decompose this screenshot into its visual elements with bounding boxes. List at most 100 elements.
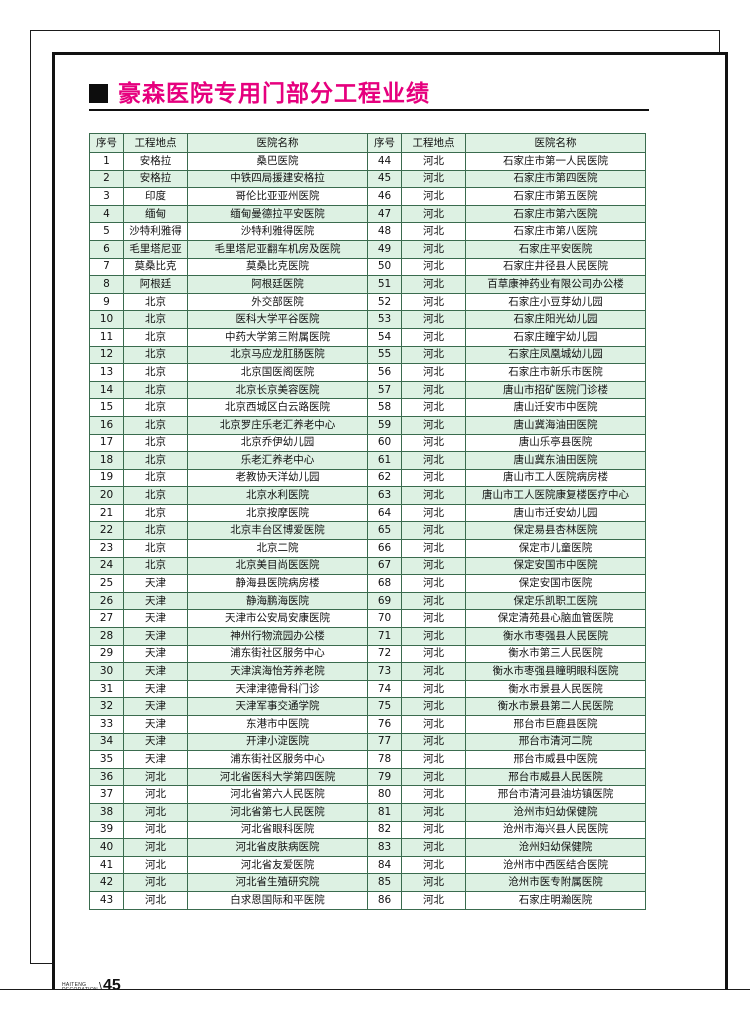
table-row: 37 河北 河北省第六人民医院 80 河北 邢台市清河县油坊镇医院 [89, 785, 646, 804]
cell-hospital-right: 保定乐凯职工医院 [465, 591, 646, 611]
table-row: 15 北京 北京西城区白云路医院 58 河北 唐山迁安市中医院 [89, 398, 646, 417]
cell-hospital-left: 河北省医科大学第四医院 [187, 767, 368, 787]
cell-no-right: 78 [367, 750, 402, 769]
cell-no-left: 7 [89, 257, 124, 277]
cell-location-right: 河北 [401, 750, 466, 769]
cell-hospital-left: 医科大学平谷医院 [187, 310, 368, 329]
cell-no-right: 55 [367, 345, 402, 365]
table-row: 3 印度 哥伦比亚亚州医院 46 河北 石家庄市第五医院 [89, 187, 646, 206]
cell-hospital-right: 石家庄瞳宇幼儿园 [465, 327, 646, 347]
cell-hospital-left: 北京西城区白云路医院 [187, 398, 368, 417]
cell-location-left: 安格拉 [123, 152, 188, 171]
cell-no-right: 59 [367, 415, 402, 435]
cell-hospital-right: 石家庄市第四医院 [465, 169, 646, 189]
cell-no-right: 72 [367, 644, 402, 664]
cell-hospital-left: 东港市中医院 [187, 715, 368, 734]
cell-location-right: 河北 [401, 292, 466, 312]
cell-location-left: 北京 [123, 433, 188, 453]
cell-location-right: 河北 [401, 556, 466, 576]
cell-location-right: 河北 [401, 451, 466, 470]
cell-no-left: 28 [89, 627, 124, 646]
table-row: 5 沙特利雅得 沙特利雅得医院 48 河北 石家庄市第八医院 [89, 222, 646, 241]
table-row: 19 北京 老教协天洋幼儿园 62 河北 唐山市工人医院病房楼 [89, 468, 646, 488]
table-row: 42 河北 河北省生殖研究院 85 河北 沧州市医专附属医院 [89, 873, 646, 892]
cell-location-left: 北京 [123, 556, 188, 576]
cell-location-left: 北京 [123, 398, 188, 417]
cell-hospital-right: 邢台市威县人民医院 [465, 767, 646, 787]
cell-location-left: 北京 [123, 327, 188, 347]
cell-location-left: 北京 [123, 486, 188, 505]
table-row: 41 河北 河北省友爱医院 84 河北 沧州市中西医结合医院 [89, 855, 646, 875]
cell-hospital-left: 缅甸曼德拉平安医院 [187, 204, 368, 224]
cell-location-right: 河北 [401, 222, 466, 241]
cell-hospital-left: 北京长京美容医院 [187, 380, 368, 400]
cell-no-left: 11 [89, 327, 124, 347]
cell-no-right: 66 [367, 539, 402, 558]
table-row: 34 天津 开津小淀医院 77 河北 邢台市清河二院 [89, 732, 646, 752]
cell-hospital-left: 沙特利雅得医院 [187, 222, 368, 241]
table-row: 29 天津 浦东街社区服务中心 72 河北 衡水市第三人民医院 [89, 644, 646, 664]
cell-no-left: 12 [89, 345, 124, 365]
cell-no-right: 63 [367, 486, 402, 505]
cell-hospital-right: 衡水市景县人民医院 [465, 679, 646, 699]
cell-hospital-right: 唐山市招矿医院门诊楼 [465, 380, 646, 400]
cell-hospital-left: 乐老汇养老中心 [187, 451, 368, 470]
cell-no-right: 48 [367, 222, 402, 241]
cell-location-left: 河北 [123, 873, 188, 892]
cell-no-right: 46 [367, 187, 402, 206]
cell-location-left: 阿根廷 [123, 275, 188, 294]
cell-location-right: 河北 [401, 627, 466, 646]
cell-location-right: 河北 [401, 539, 466, 558]
cell-no-left: 1 [89, 152, 124, 171]
cell-hospital-right: 邢台市清河二院 [465, 732, 646, 752]
cell-hospital-left: 河北省生殖研究院 [187, 873, 368, 892]
cell-hospital-left: 天津军事交通学院 [187, 697, 368, 716]
cell-location-left: 缅甸 [123, 204, 188, 224]
page-title: 豪森医院专用门部分工程业绩 [89, 83, 649, 111]
table-row: 26 天津 静海鹏海医院 69 河北 保定乐凯职工医院 [89, 591, 646, 611]
cell-hospital-right: 石家庄市第八医院 [465, 222, 646, 241]
cell-hospital-right: 衡水市第三人民医院 [465, 644, 646, 664]
cell-location-left: 北京 [123, 292, 188, 312]
cell-location-right: 河北 [401, 591, 466, 611]
table-row: 43 河北 白求恩国际和平医院 86 河北 石家庄明瀚医院 [89, 890, 646, 910]
cell-no-right: 86 [367, 890, 402, 910]
header-loc-left: 工程地点 [123, 133, 188, 153]
cell-no-left: 23 [89, 539, 124, 558]
cell-location-right: 河北 [401, 275, 466, 294]
cell-no-left: 20 [89, 486, 124, 505]
page-bottom-strip [0, 989, 750, 1024]
cell-no-right: 65 [367, 521, 402, 541]
table-row: 11 北京 中药大学第三附属医院 54 河北 石家庄瞳宇幼儿园 [89, 327, 646, 347]
cell-hospital-left: 哥伦比亚亚州医院 [187, 187, 368, 206]
cell-no-left: 18 [89, 451, 124, 470]
table-row: 20 北京 北京水利医院 63 河北 唐山市工人医院康复楼医疗中心 [89, 486, 646, 505]
cell-no-right: 44 [367, 152, 402, 171]
cell-no-left: 14 [89, 380, 124, 400]
header-name-right: 医院名称 [465, 133, 646, 153]
cell-hospital-right: 石家庄市新乐市医院 [465, 363, 646, 382]
cell-hospital-left: 北京按摩医院 [187, 503, 368, 523]
cell-no-right: 70 [367, 609, 402, 629]
cell-hospital-left: 中铁四局援建安格拉 [187, 169, 368, 189]
cell-no-left: 26 [89, 591, 124, 611]
cell-location-right: 河北 [401, 486, 466, 505]
cell-no-left: 4 [89, 204, 124, 224]
cell-location-left: 天津 [123, 679, 188, 699]
cell-location-left: 安格拉 [123, 169, 188, 189]
cell-location-right: 河北 [401, 169, 466, 189]
cell-hospital-left: 河北省第七人民医院 [187, 802, 368, 822]
cell-location-right: 河北 [401, 873, 466, 892]
cell-location-left: 天津 [123, 644, 188, 664]
cell-location-left: 北京 [123, 345, 188, 365]
table-header-row: 序号 工程地点 医院名称 序号 工程地点 医院名称 [89, 133, 646, 153]
cell-no-left: 32 [89, 697, 124, 716]
cell-hospital-right: 石家庄市第五医院 [465, 187, 646, 206]
cell-location-left: 北京 [123, 539, 188, 558]
cell-no-left: 39 [89, 820, 124, 840]
table-body: 1 安格拉 桑巴医院 44 河北 石家庄市第一人民医院 2 安格拉 中铁四局援建安格拉 45 河北石… [89, 152, 646, 910]
cell-location-left: 天津 [123, 697, 188, 716]
cell-hospital-right: 唐山冀海油田医院 [465, 415, 646, 435]
cell-hospital-right: 石家庄阳光幼儿园 [465, 310, 646, 329]
cell-location-right: 河北 [401, 732, 466, 752]
